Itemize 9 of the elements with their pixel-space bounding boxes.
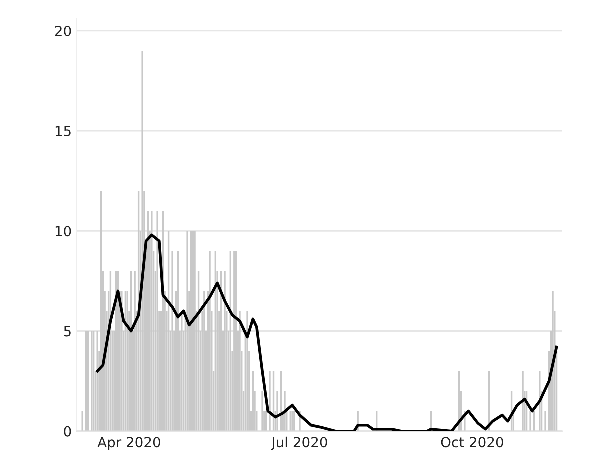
x-tick-label: Oct 2020 [441, 437, 504, 448]
x-tick-label: Jul 2020 [271, 436, 328, 450]
line-series [96, 234, 558, 432]
x-tick-label: Apr 2020 [98, 437, 160, 450]
y-tick-label: 10 [56, 226, 72, 237]
y-tick-label: 20 [55, 26, 72, 36]
y-tick-label: 0 [64, 426, 72, 437]
y-tick-label: 15 [56, 126, 71, 137]
y-tick-label: 5 [64, 326, 71, 337]
